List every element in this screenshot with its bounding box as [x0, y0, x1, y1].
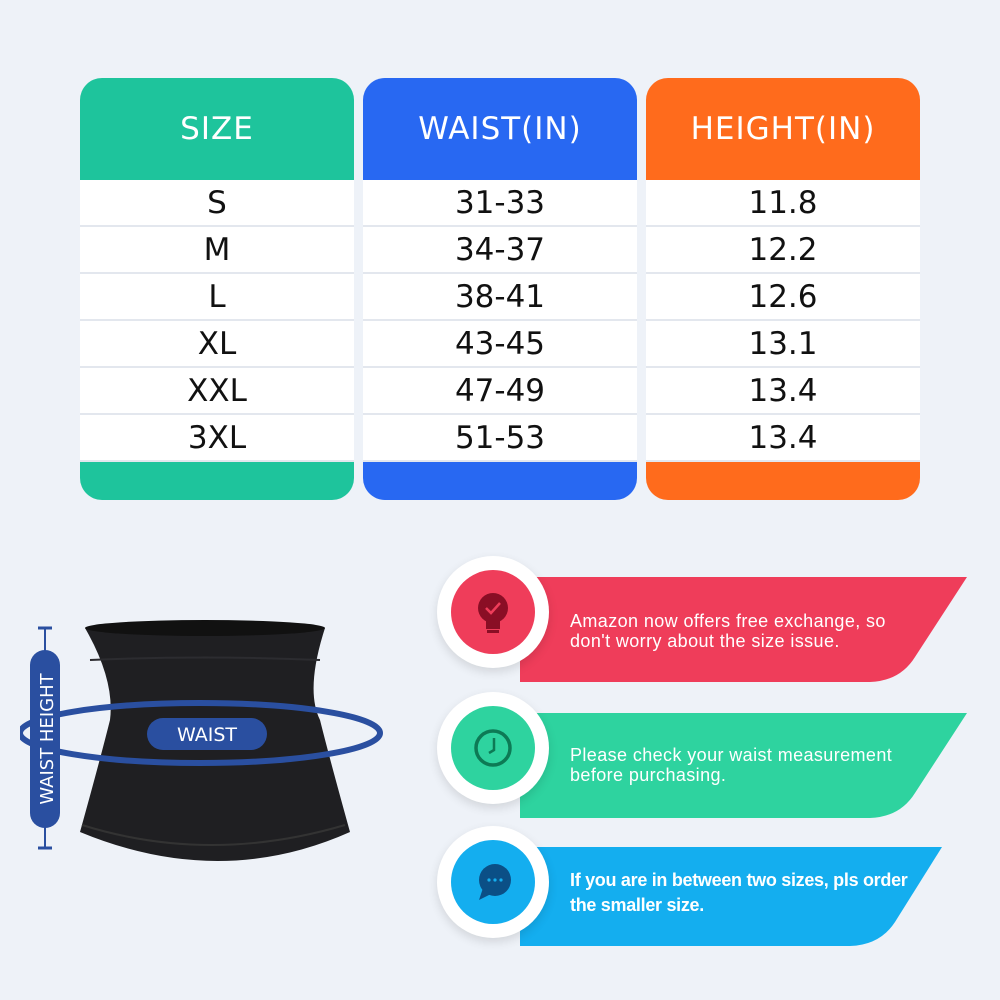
waist-header: WAIST(IN): [418, 111, 582, 147]
waist-label: WAIST: [177, 724, 237, 746]
height-cell: 12.6: [646, 274, 920, 321]
tip-text: the smaller size.: [570, 895, 704, 915]
waist-cell: 38-41: [363, 274, 637, 321]
size-column: SIZE S M L XL XXL 3XL: [80, 78, 354, 500]
tip-text: If you are in between two sizes, pls ord…: [570, 870, 908, 890]
waist-height-label: WAIST HEIGHT: [37, 672, 58, 804]
waist-ring: [20, 700, 383, 766]
waist-column: WAIST(IN) 31-33 34-37 38-41 43-45 47-49 …: [363, 78, 637, 500]
waist-cell: 51-53: [363, 415, 637, 462]
height-header: HEIGHT(IN): [690, 111, 876, 147]
height-cell: 11.8: [646, 180, 920, 227]
waist-cell: 43-45: [363, 321, 637, 368]
height-column: HEIGHT(IN) 11.8 12.2 12.6 13.1 13.4 13.4: [646, 78, 920, 500]
clock-icon: [474, 729, 512, 767]
height-cell: 12.2: [646, 227, 920, 274]
size-cell: M: [80, 227, 354, 274]
waist-cell: 47-49: [363, 368, 637, 415]
height-cell: 13.4: [646, 368, 920, 415]
height-cell: 13.1: [646, 321, 920, 368]
size-cell: 3XL: [80, 415, 354, 462]
waist-cell: 34-37: [363, 227, 637, 274]
size-header: SIZE: [180, 111, 254, 147]
lightbulb-check-icon: [478, 593, 508, 633]
size-cell: L: [80, 274, 354, 321]
size-cell: S: [80, 180, 354, 227]
size-cell: XL: [80, 321, 354, 368]
chat-bubble-icon: [479, 864, 511, 900]
tip-text: don't worry about the size issue.: [570, 631, 840, 651]
height-cell: 13.4: [646, 415, 920, 462]
waist-cell: 31-33: [363, 180, 637, 227]
tip-text: Please check your waist measurement: [570, 745, 893, 765]
size-cell: XXL: [80, 368, 354, 415]
tip-text: Amazon now offers free exchange, so: [570, 611, 886, 631]
tip-text: before purchasing.: [570, 765, 727, 785]
waist-trainer-diagram: WAIST WAIST HEIGHT: [20, 620, 383, 861]
